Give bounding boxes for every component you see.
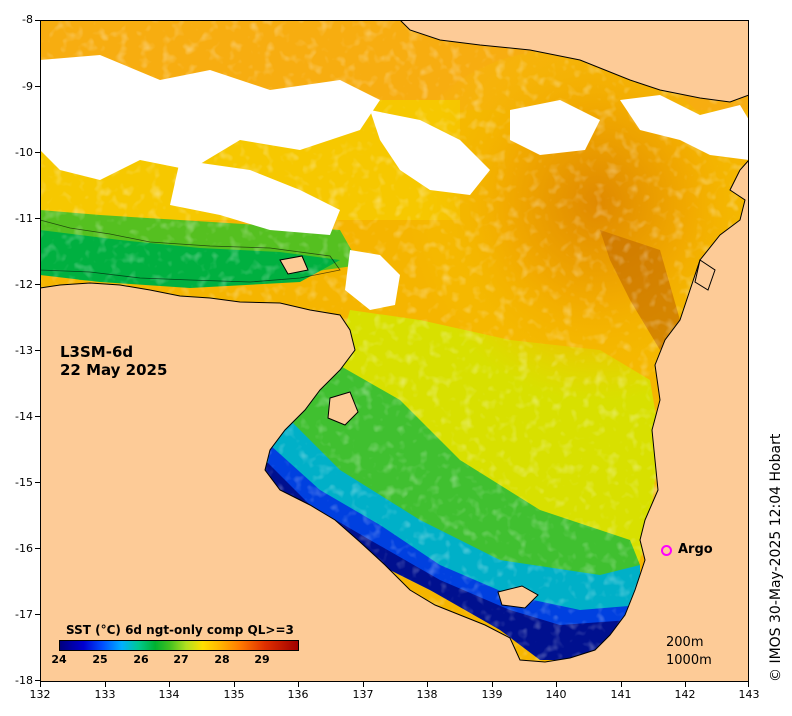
land-cape-tip [694, 259, 716, 291]
y-tick-mark [35, 86, 40, 87]
y-tick-label: -13 [15, 344, 33, 357]
x-tick-mark [492, 682, 493, 687]
y-tick-label: -14 [15, 410, 33, 423]
y-tick-mark [35, 218, 40, 219]
y-tick-label: -18 [15, 674, 33, 687]
x-tick-mark [40, 682, 41, 687]
x-tick-mark [105, 682, 106, 687]
colorbar-tick: 27 [173, 653, 189, 666]
product-label: L3SM-6d 22 May 2025 [60, 343, 167, 379]
y-tick-mark [35, 20, 40, 21]
y-tick-label: -10 [15, 146, 33, 159]
colorbar-tick: 29 [254, 653, 270, 666]
y-tick-label: -17 [15, 608, 33, 621]
y-tick-mark [35, 284, 40, 285]
x-tick-label: 135 [223, 688, 245, 701]
y-tick-label: -16 [15, 542, 33, 555]
y-tick-mark [35, 680, 40, 681]
contour-200m-label: 200m [666, 635, 704, 650]
product-date: 22 May 2025 [60, 361, 168, 379]
x-tick-label: 139 [481, 688, 503, 701]
x-tick-mark [685, 682, 686, 687]
x-tick-mark [621, 682, 622, 687]
imos-credit: © IMOS 30-May-2025 12:04 Hobart [768, 433, 784, 682]
x-tick-label: 141 [610, 688, 632, 701]
y-tick-mark [35, 350, 40, 351]
land-new-guinea [399, 20, 749, 103]
argo-float-marker[interactable] [661, 545, 672, 556]
land-australia [40, 159, 749, 682]
colorbar-tick: 24 [51, 653, 67, 666]
x-tick-label: 138 [416, 688, 438, 701]
contour-1000m-label: 1000m [666, 653, 712, 668]
x-tick-mark [169, 682, 170, 687]
x-tick-label: 142 [674, 688, 696, 701]
product-name: L3SM-6d [60, 343, 134, 361]
x-tick-label: 133 [94, 688, 116, 701]
x-tick-label: 140 [545, 688, 567, 701]
y-tick-label: -12 [15, 278, 33, 291]
x-tick-label: 136 [287, 688, 309, 701]
y-tick-mark [35, 614, 40, 615]
x-tick-mark [427, 682, 428, 687]
y-tick-label: -8 [22, 13, 33, 26]
y-tick-label: -15 [15, 476, 33, 489]
colorbar-tick: 28 [214, 653, 230, 666]
x-tick-mark [556, 682, 557, 687]
x-tick-label: 143 [738, 688, 760, 701]
land-small-island [279, 255, 309, 275]
x-tick-label: 134 [158, 688, 180, 701]
x-tick-mark [234, 682, 235, 687]
x-tick-mark [363, 682, 364, 687]
y-tick-label: -11 [15, 212, 33, 225]
land [40, 20, 749, 682]
y-tick-mark [35, 416, 40, 417]
coast-detail [40, 219, 341, 283]
y-tick-mark [35, 548, 40, 549]
x-tick-mark [748, 682, 749, 687]
y-tick-mark [35, 482, 40, 483]
land-groote-eylandt [327, 391, 359, 426]
x-tick-mark [298, 682, 299, 687]
x-tick-label: 137 [352, 688, 374, 701]
land-mornington-island [497, 585, 539, 609]
x-tick-label: 132 [29, 688, 51, 701]
colorbar-title: SST (°C) 6d ngt-only comp QL>=3 [66, 623, 294, 637]
sst-map [40, 20, 749, 682]
colorbar [59, 640, 299, 651]
map-canvas [40, 20, 749, 682]
y-tick-label: -9 [22, 80, 33, 93]
colorbar-tick: 26 [133, 653, 149, 666]
y-tick-mark [35, 152, 40, 153]
argo-label: Argo [678, 542, 713, 557]
colorbar-tick: 25 [92, 653, 108, 666]
